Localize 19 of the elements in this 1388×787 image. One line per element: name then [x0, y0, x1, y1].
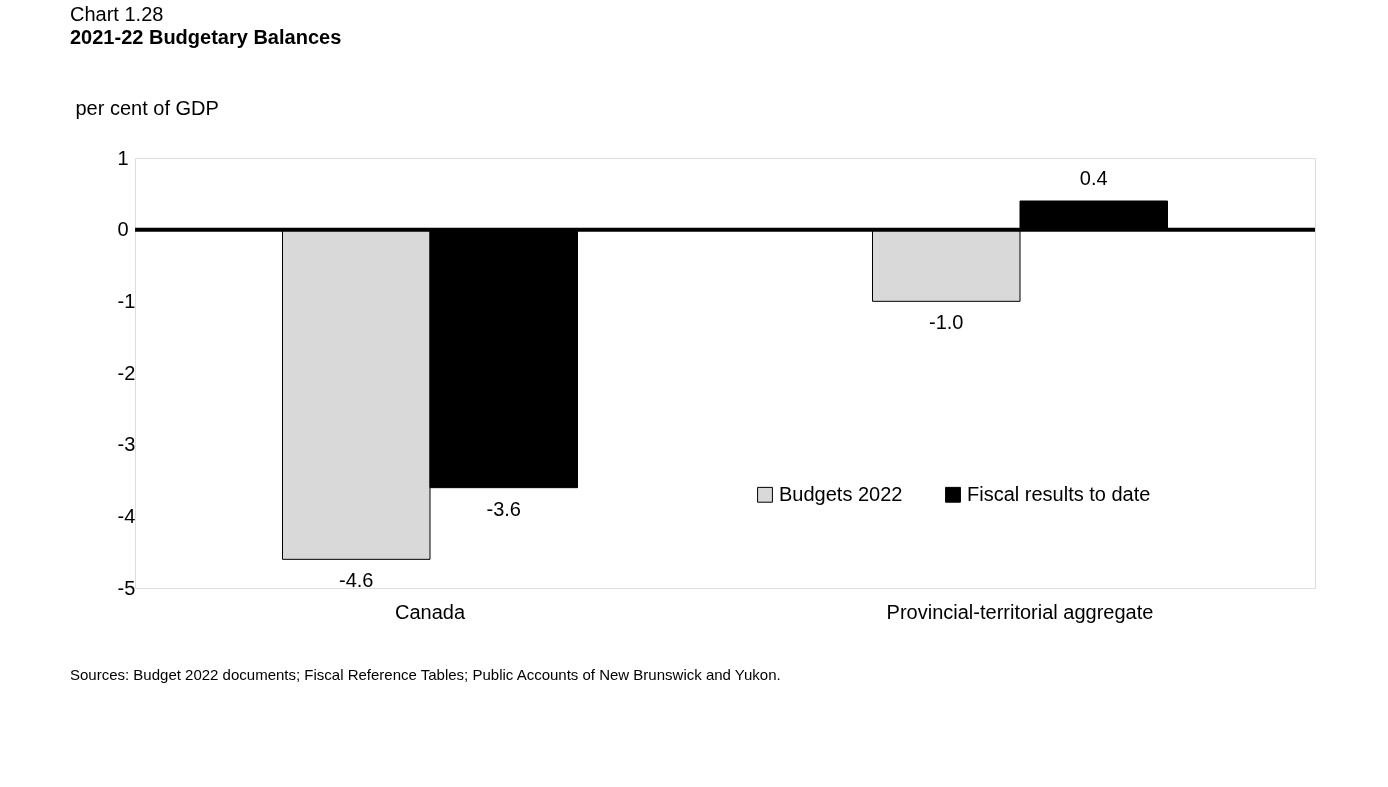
y-tick-label: -1 — [117, 289, 136, 312]
y-tick-label: -3 — [117, 433, 136, 456]
data-label: -4.6 — [339, 569, 374, 592]
legend-label: Fiscal results to date — [967, 482, 1151, 505]
chart-subtitle: 2021-22 Budgetary Balances — [70, 26, 342, 48]
chart-title: Chart 1.28 — [70, 3, 164, 25]
y-tick-label: -4 — [117, 504, 136, 527]
x-tick-label: Provincial-territorial aggregate — [886, 600, 1154, 623]
y-tick-label: 0 — [117, 218, 129, 241]
legend-label: Budgets 2022 — [779, 482, 903, 505]
y-tick-label: -2 — [117, 361, 136, 384]
data-label: -1.0 — [929, 311, 964, 334]
source-note: Sources: Budget 2022 documents; Fiscal Reference Tables; Public Accounts of New Brunswick and Yukon. — [70, 666, 781, 683]
y-tick-label: 1 — [117, 146, 129, 169]
data-label: 0.4 — [1079, 167, 1108, 189]
data-label: -3.6 — [486, 497, 521, 520]
x-tick-label: Canada — [394, 600, 466, 623]
y-axis-title: per cent of GDP — [75, 96, 219, 119]
y-tick-label: -5 — [117, 576, 136, 599]
